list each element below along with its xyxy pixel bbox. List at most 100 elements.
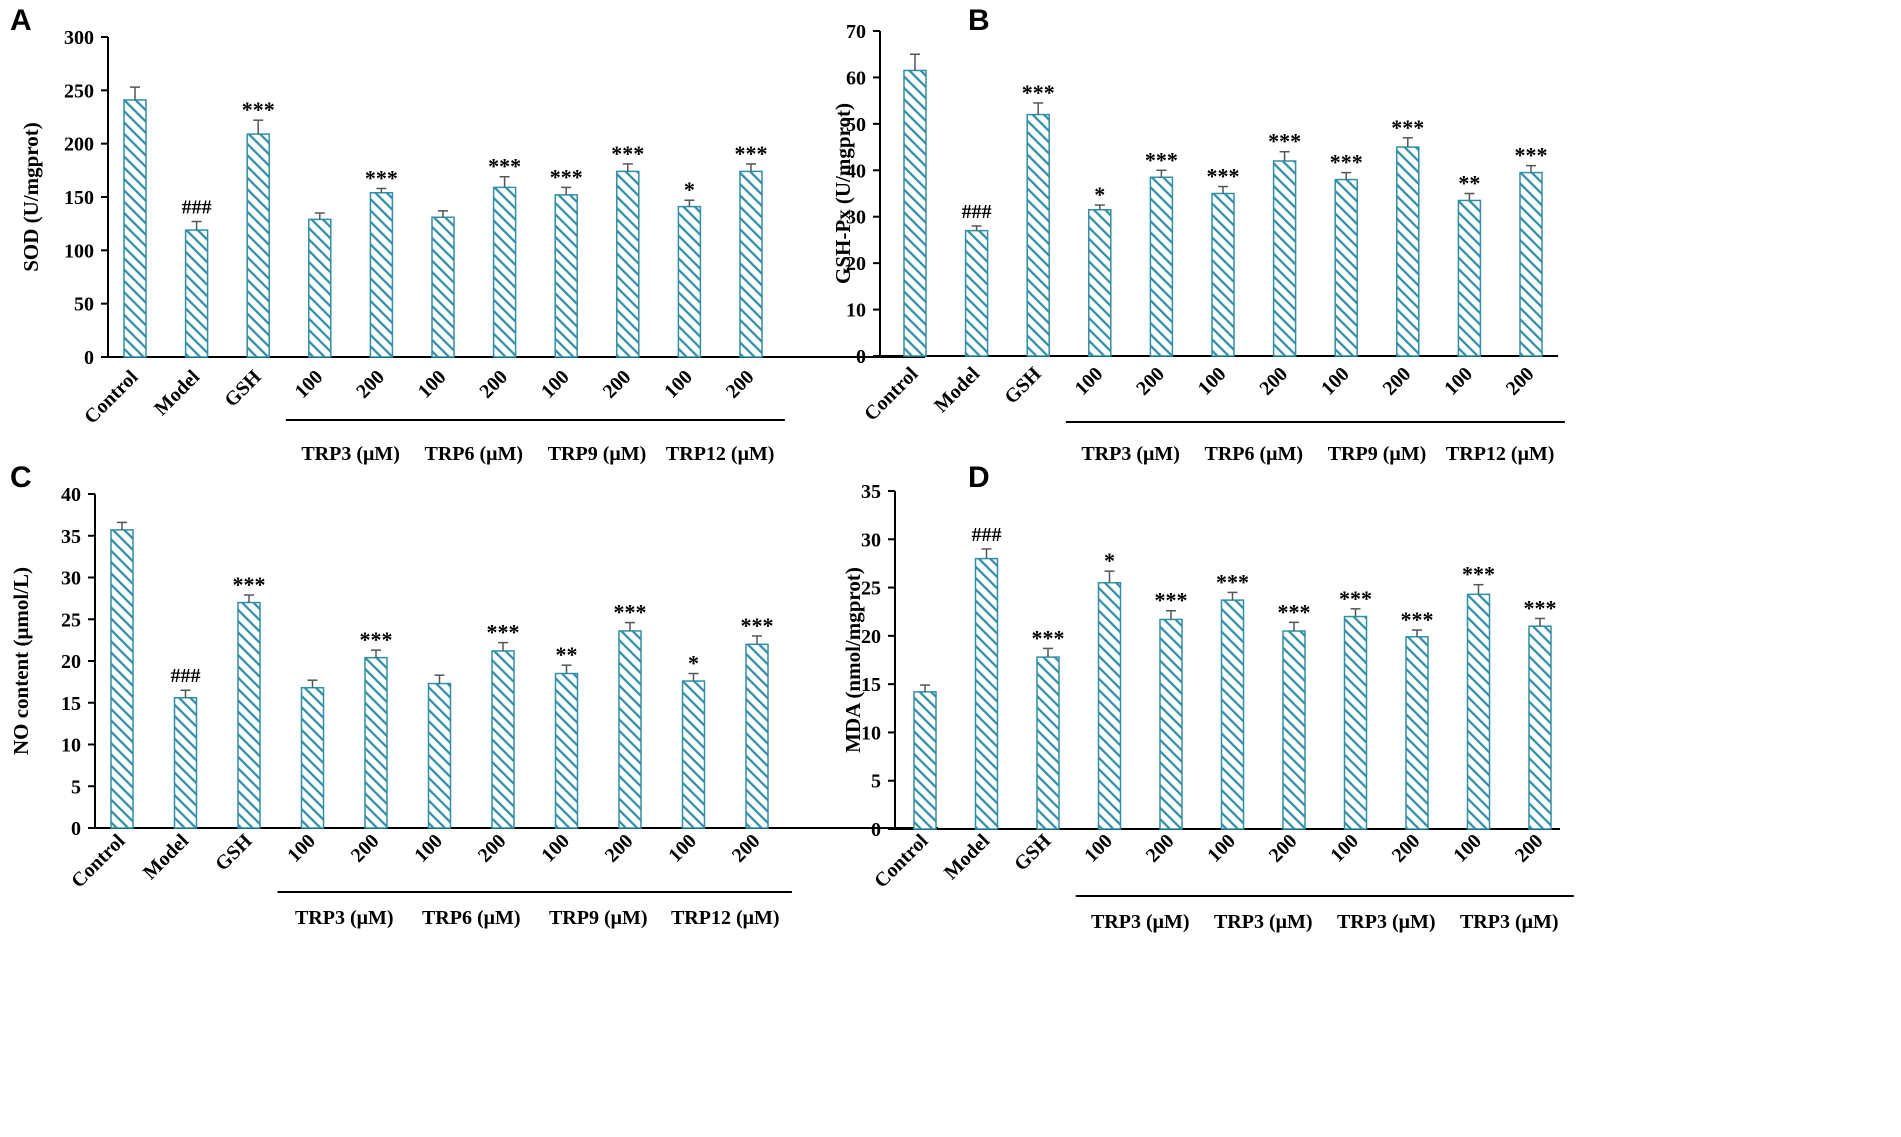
- significance-label: ***: [1524, 595, 1557, 620]
- bar: [681, 680, 706, 829]
- category-label: Control: [860, 363, 923, 426]
- y-tick-label: 15: [61, 693, 81, 715]
- bar: [184, 229, 209, 358]
- category-label: Model: [940, 830, 994, 884]
- category-label: Model: [930, 363, 984, 417]
- significance-label: ***: [1515, 143, 1548, 168]
- significance-label: *: [1104, 548, 1115, 573]
- y-tick-label: 15: [861, 674, 881, 696]
- significance-label: ***: [1462, 562, 1495, 587]
- significance-label: ***: [1391, 115, 1424, 140]
- significance-label: ###: [972, 524, 1002, 546]
- category-label: 200: [347, 830, 384, 867]
- significance-label: ***: [741, 613, 774, 638]
- bar: [974, 557, 999, 830]
- category-label: 100: [283, 830, 320, 867]
- significance-label: **: [1458, 171, 1480, 196]
- category-label: 200: [352, 366, 389, 403]
- y-tick-label: 0: [856, 346, 866, 368]
- category-label: 200: [601, 830, 638, 867]
- bar: [492, 186, 517, 358]
- category-label: Control: [80, 366, 143, 429]
- significance-label: ***: [1207, 164, 1240, 189]
- category-label: 100: [1071, 363, 1108, 400]
- y-tick-label: 300: [64, 27, 94, 49]
- bar: [1396, 146, 1420, 357]
- significance-label: ***: [1339, 586, 1372, 611]
- category-label: 100: [664, 830, 701, 867]
- category-label: 200: [1511, 830, 1548, 867]
- panel-letter: A: [10, 4, 32, 37]
- group-label: TRP3 (μM): [1214, 911, 1313, 933]
- y-axis-title: SOD (U/mgprot): [19, 122, 43, 272]
- significance-label: ***: [1145, 147, 1178, 172]
- y-tick-label: 0: [71, 818, 81, 840]
- significance-label: ***: [487, 620, 520, 645]
- bar: [237, 601, 261, 829]
- significance-label: ***: [360, 627, 393, 652]
- category-label: 200: [728, 830, 765, 867]
- bar: [1466, 593, 1491, 830]
- bar: [616, 170, 640, 358]
- category-label: 100: [537, 830, 574, 867]
- category-label: GSH: [211, 830, 257, 876]
- category-label: 100: [1194, 363, 1231, 400]
- group-label: TRP3 (μM): [295, 907, 394, 929]
- group-label: TRP6 (μM): [425, 443, 524, 465]
- category-label: 100: [291, 366, 328, 403]
- category-label: 200: [474, 830, 511, 867]
- significance-label: ###: [171, 665, 201, 687]
- bar: [173, 696, 198, 829]
- significance-label: *: [688, 651, 699, 676]
- group-label: TRP3 (μM): [301, 443, 400, 465]
- panel-b: B 0 10 20 30 40 50 60 70 GSH-Px (U/mgprot) Control…: [831, 4, 1565, 465]
- y-tick-label: 5: [71, 776, 81, 798]
- significance-label: ###: [962, 201, 992, 223]
- bar: [491, 650, 515, 829]
- bar: [554, 672, 579, 829]
- category-label: 200: [1255, 363, 1292, 400]
- significance-label: ***: [611, 141, 644, 166]
- group-label: TRP12 (μM): [671, 907, 780, 929]
- bar: [903, 69, 927, 357]
- group-label: TRP3 (μM): [1091, 911, 1190, 933]
- y-tick-label: 30: [861, 529, 881, 551]
- category-label: 100: [1080, 830, 1117, 867]
- category-label: 100: [1203, 830, 1240, 867]
- bar: [431, 216, 455, 358]
- category-label: 200: [1388, 830, 1425, 867]
- significance-label: ***: [1032, 625, 1065, 650]
- bar: [1088, 209, 1112, 357]
- category-label: GSH: [1000, 363, 1046, 409]
- significance-label: ***: [550, 164, 583, 189]
- bar: [739, 170, 763, 358]
- significance-label: ***: [614, 600, 647, 625]
- bar: [1528, 625, 1552, 830]
- bar: [554, 194, 578, 358]
- y-tick-label: 150: [64, 187, 94, 209]
- category-label: 200: [599, 366, 636, 403]
- significance-label: ***: [1278, 599, 1311, 624]
- bar: [123, 99, 147, 358]
- y-tick-label: 25: [861, 578, 881, 600]
- significance-label: ***: [735, 141, 768, 166]
- category-label: GSH: [1010, 830, 1056, 876]
- y-tick-label: 0: [84, 347, 94, 369]
- panel-letter: D: [968, 461, 990, 494]
- bar: [964, 229, 989, 357]
- significance-label: ***: [1401, 607, 1434, 632]
- significance-label: *: [1094, 182, 1105, 207]
- bar: [1519, 171, 1543, 357]
- significance-label: ***: [233, 572, 266, 597]
- significance-label: *: [684, 177, 695, 202]
- category-label: 200: [1379, 363, 1416, 400]
- bar: [246, 133, 270, 358]
- category-label: 200: [1265, 830, 1302, 867]
- bar: [110, 529, 134, 829]
- group-label: TRP12 (μM): [666, 443, 775, 465]
- bar: [1282, 630, 1306, 830]
- y-tick-label: 5: [871, 771, 881, 793]
- y-tick-label: 100: [64, 240, 94, 262]
